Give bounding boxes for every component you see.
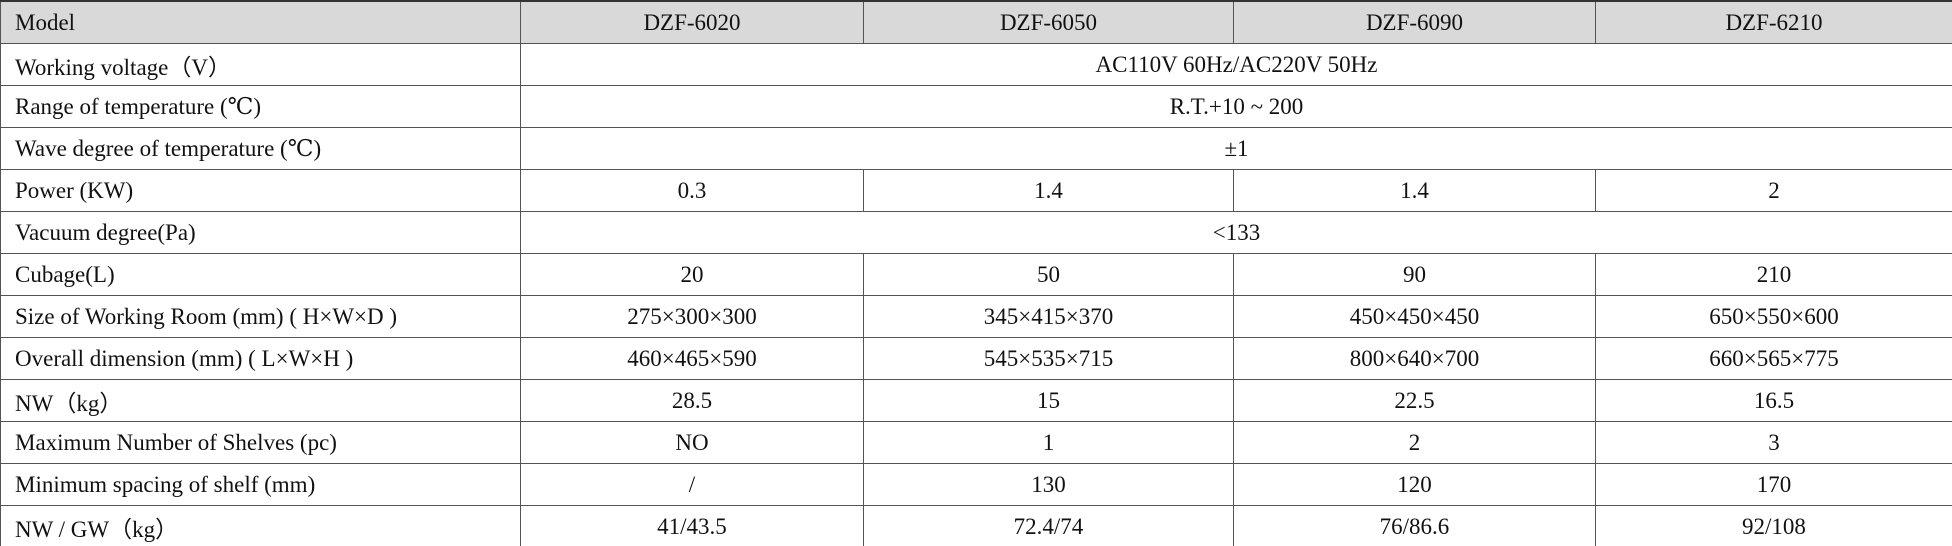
value-cell: 210 bbox=[1595, 253, 1952, 296]
value-cell: 76/86.6 bbox=[1233, 505, 1596, 546]
table-row: Wave degree of temperature (℃) ±1 bbox=[0, 127, 1952, 170]
value-cell: 460×465×590 bbox=[520, 337, 864, 380]
table-row: Vacuum degree(Pa) <133 bbox=[0, 211, 1952, 254]
header-cell: Model bbox=[0, 0, 521, 44]
label-cell: NW（kg） bbox=[0, 379, 521, 422]
value-cell: ±1 bbox=[520, 127, 1952, 170]
label-cell: Maximum Number of Shelves (pc) bbox=[0, 421, 521, 464]
value-cell: 545×535×715 bbox=[863, 337, 1234, 380]
value-cell: 92/108 bbox=[1595, 505, 1952, 546]
table-row: Cubage(L) 20 50 90 210 bbox=[0, 253, 1952, 296]
table-row: Size of Working Room (mm) ( H×W×D ) 275×3… bbox=[0, 295, 1952, 338]
label-cell: Cubage(L) bbox=[0, 253, 521, 296]
table-row: NW / GW（kg） 41/43.5 72.4/74 76/86.6 92/108 bbox=[0, 505, 1952, 546]
value-cell: 650×550×600 bbox=[1595, 295, 1952, 338]
value-cell: 72.4/74 bbox=[863, 505, 1234, 546]
label-cell: Power (KW) bbox=[0, 169, 521, 212]
value-cell: 28.5 bbox=[520, 379, 864, 422]
header-cell: DZF-6090 bbox=[1233, 0, 1596, 44]
header-cell: DZF-6020 bbox=[520, 0, 864, 44]
value-cell: 3 bbox=[1595, 421, 1952, 464]
value-cell: 275×300×300 bbox=[520, 295, 864, 338]
value-cell: 2 bbox=[1233, 421, 1596, 464]
value-cell: 345×415×370 bbox=[863, 295, 1234, 338]
value-cell: <133 bbox=[520, 211, 1952, 254]
table-row: Minimum spacing of shelf (mm)/130 120 170 bbox=[0, 463, 1952, 506]
value-cell: 120 bbox=[1233, 463, 1596, 506]
value-cell: 0.3 bbox=[520, 169, 864, 212]
value-cell: 22.5 bbox=[1233, 379, 1596, 422]
label-cell: Working voltage（V） bbox=[0, 43, 521, 86]
value-cell: / bbox=[520, 463, 864, 506]
value-cell: 1 bbox=[863, 421, 1234, 464]
value-cell: 170 bbox=[1595, 463, 1952, 506]
value-cell: 90 bbox=[1233, 253, 1596, 296]
table-row: Working voltage（V） AC110V 60Hz/AC220V 50H… bbox=[0, 43, 1952, 86]
value-cell: 16.5 bbox=[1595, 379, 1952, 422]
value-cell: 1.4 bbox=[863, 169, 1234, 212]
header-cell: DZF-6050 bbox=[863, 0, 1234, 44]
table-row: Overall dimension (mm) ( L×W×H ) 460×465×… bbox=[0, 337, 1952, 380]
table-row: NW（kg） 28.5 15 22.5 16.5 bbox=[0, 379, 1952, 422]
value-cell: 800×640×700 bbox=[1233, 337, 1596, 380]
label-cell: Size of Working Room (mm) ( H×W×D ) bbox=[0, 295, 521, 338]
value-cell: 660×565×775 bbox=[1595, 337, 1952, 380]
value-cell: AC110V 60Hz/AC220V 50Hz bbox=[520, 43, 1952, 86]
value-cell: 1.4 bbox=[1233, 169, 1596, 212]
value-cell: NO bbox=[520, 421, 864, 464]
value-cell: 450×450×450 bbox=[1233, 295, 1596, 338]
label-cell: NW / GW（kg） bbox=[0, 505, 521, 546]
value-cell: 50 bbox=[863, 253, 1234, 296]
value-cell: 2 bbox=[1595, 169, 1952, 212]
table-row: Range of temperature (℃) R.T.+10 ~ 200 bbox=[0, 85, 1952, 128]
value-cell: 130 bbox=[863, 463, 1234, 506]
label-cell: Overall dimension (mm) ( L×W×H ) bbox=[0, 337, 521, 380]
table-row: Maximum Number of Shelves (pc) NO 1 2 3 bbox=[0, 421, 1952, 464]
header-cell: DZF-6210 bbox=[1595, 0, 1952, 44]
value-cell: 20 bbox=[520, 253, 864, 296]
table-row: Power (KW) 0.3 1.4 1.4 2 bbox=[0, 169, 1952, 212]
value-cell: 15 bbox=[863, 379, 1234, 422]
label-cell: Wave degree of temperature (℃) bbox=[0, 127, 521, 170]
label-cell: Minimum spacing of shelf (mm) bbox=[0, 463, 521, 506]
value-cell: R.T.+10 ~ 200 bbox=[520, 85, 1952, 128]
label-cell: Range of temperature (℃) bbox=[0, 85, 521, 128]
header-row: Model DZF-6020 DZF-6050 DZF-6090 DZF-6210 bbox=[0, 0, 1952, 44]
value-cell: 41/43.5 bbox=[520, 505, 864, 546]
label-cell: Vacuum degree(Pa) bbox=[0, 211, 521, 254]
